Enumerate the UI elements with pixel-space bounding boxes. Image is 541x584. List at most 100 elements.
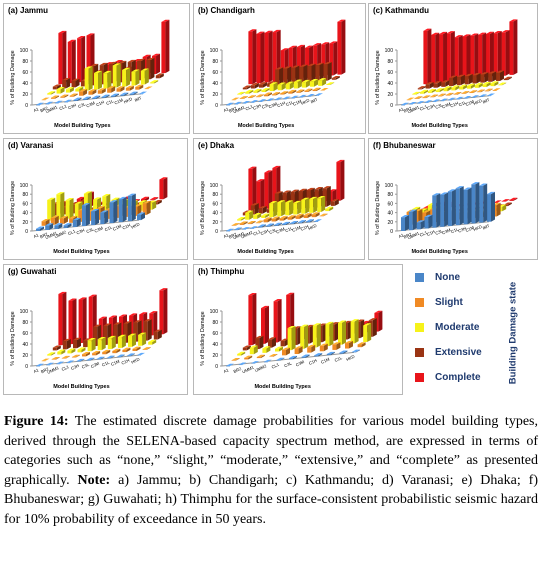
y-axis-label: % of Building Damage xyxy=(375,181,381,235)
bar-top xyxy=(487,93,495,96)
bar-top xyxy=(41,97,50,100)
bar-top xyxy=(482,82,491,85)
bar-top xyxy=(282,190,291,193)
bar-front xyxy=(81,205,86,227)
bar-front xyxy=(255,338,260,350)
bar-side xyxy=(291,325,296,351)
bar-top xyxy=(424,214,433,217)
bar-side xyxy=(243,96,248,99)
bar-front xyxy=(422,212,427,225)
bar-complete-umm1 xyxy=(264,170,273,209)
bar-front xyxy=(303,215,308,219)
bar-side xyxy=(71,348,76,354)
bar-top xyxy=(463,187,472,190)
bar-front xyxy=(276,360,281,361)
bar-moderate-c3m xyxy=(285,81,294,90)
bar-front xyxy=(258,208,263,214)
bar-side xyxy=(73,93,78,97)
y-axis-label: % of Building Damage xyxy=(200,181,206,235)
bar-top xyxy=(305,45,314,48)
bar-top xyxy=(332,342,341,345)
bar-front xyxy=(307,65,312,83)
bar-moderate-a1 xyxy=(237,217,246,221)
bar-side xyxy=(257,212,262,219)
x-tick-label: C1M xyxy=(465,99,476,107)
bar-side xyxy=(120,86,125,92)
bar-top xyxy=(36,363,44,366)
bar-none-c3m xyxy=(92,95,101,99)
bar-side xyxy=(323,213,328,217)
bar-slight-c1m xyxy=(304,88,313,92)
bar-none-c1m xyxy=(326,351,335,356)
bar-top xyxy=(155,73,164,76)
bar-front xyxy=(76,361,81,362)
bar-front xyxy=(62,341,67,350)
bar-side xyxy=(248,355,253,360)
x-axis-label: Model Building Types xyxy=(53,249,109,255)
bar-side xyxy=(421,86,426,90)
bar-slight-a1 xyxy=(406,97,415,101)
bar-top xyxy=(432,99,441,102)
bar-side xyxy=(475,182,480,224)
legend-swatch xyxy=(415,297,424,307)
legend-item-none: None xyxy=(415,269,460,285)
bar-side xyxy=(55,356,60,360)
bar-side xyxy=(305,79,310,88)
bar-side xyxy=(77,97,82,101)
bar-side xyxy=(51,197,56,221)
bar-front xyxy=(83,340,88,348)
bar-extensive-hkd xyxy=(323,61,332,81)
bar-front xyxy=(325,324,330,347)
bar-top xyxy=(272,29,281,33)
bar-side xyxy=(40,226,44,231)
y-tick-label: 60 xyxy=(212,201,218,207)
bar-front xyxy=(329,43,334,76)
bar-top xyxy=(92,95,101,98)
bar-moderate-c3h xyxy=(443,86,452,92)
bar-front xyxy=(118,199,123,223)
bar-top xyxy=(109,200,118,203)
bar-front xyxy=(112,350,117,354)
bar-front xyxy=(401,217,405,231)
bar-side xyxy=(486,82,491,88)
bar-side xyxy=(412,209,417,231)
bar-top xyxy=(279,216,288,219)
bar-top xyxy=(47,352,56,355)
x-tick-label: C3M xyxy=(268,101,279,109)
bar-front xyxy=(61,358,66,359)
bar-none-imt xyxy=(487,191,495,222)
bar-front xyxy=(451,87,456,91)
bar-extensive-c3h xyxy=(449,75,458,87)
bar-front xyxy=(102,352,107,355)
bar-top xyxy=(314,187,323,190)
bar-extensive-imt xyxy=(155,73,164,79)
bar-complete-umm1 xyxy=(78,297,87,344)
bar-top xyxy=(63,223,72,226)
bar-top xyxy=(345,340,353,344)
bar-front xyxy=(155,75,160,79)
bar-top xyxy=(129,91,138,94)
bar-front xyxy=(237,353,242,356)
bar-front xyxy=(253,91,258,93)
bar-top xyxy=(129,313,138,316)
bar-none-c1h xyxy=(314,353,323,357)
bar-complete-umm1 xyxy=(273,299,282,343)
bar-top xyxy=(250,83,259,86)
x-tick-label: BR2 xyxy=(39,231,49,239)
bar-moderate-umm1 xyxy=(67,348,76,354)
bar-front xyxy=(140,70,145,85)
bar-top xyxy=(422,210,431,213)
bar-slight-cl1 xyxy=(430,94,439,98)
bar-front xyxy=(117,336,122,348)
bar-front xyxy=(455,188,460,226)
bar-top xyxy=(111,197,120,200)
bar-front xyxy=(268,339,272,348)
bar-top xyxy=(107,86,116,89)
bar-side xyxy=(159,73,164,79)
bar-moderate-c1l xyxy=(301,79,310,88)
x-tick-label: C3L xyxy=(85,226,95,234)
bar-top xyxy=(82,352,90,355)
bar-front xyxy=(101,96,106,98)
bar-front xyxy=(142,203,147,215)
bar-side xyxy=(502,82,507,86)
